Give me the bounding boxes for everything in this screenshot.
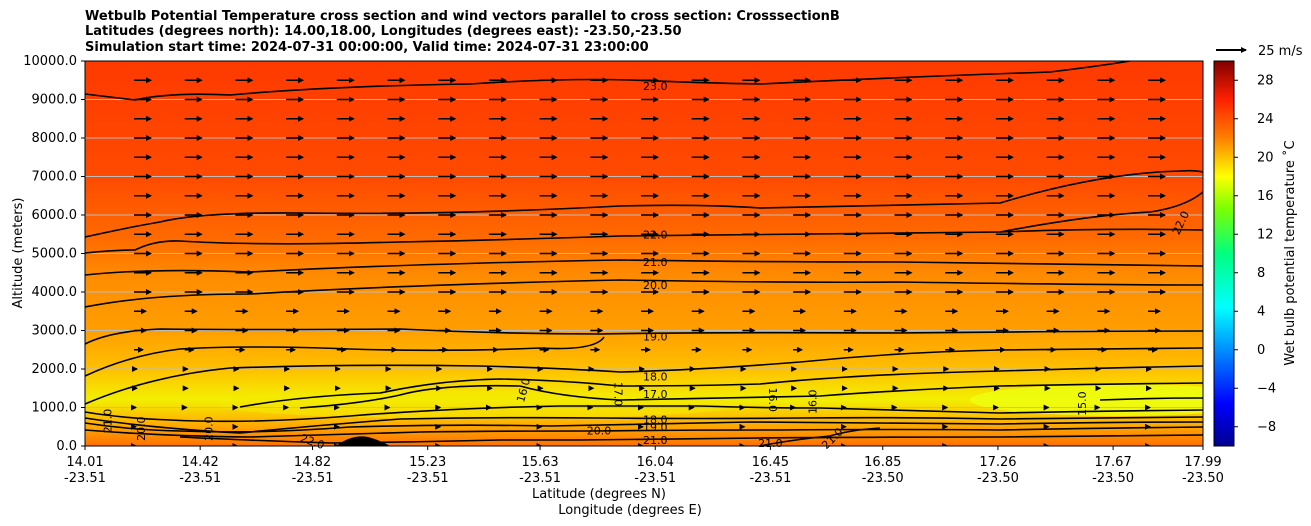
colorbar-tick-label: −4: [1257, 381, 1276, 396]
x-tick-label-longitude: -23.50: [1092, 471, 1134, 486]
y-tick-label: 8000.0: [32, 131, 78, 146]
y-axis-label: Altitude (meters): [11, 198, 26, 309]
wind-vectors: [131, 77, 1166, 446]
contour-line: [85, 61, 1131, 101]
x-tick-label-longitude: -23.50: [862, 471, 904, 486]
x-tick-label-latitude: 16.45: [752, 455, 789, 470]
contour-label: 21.0: [758, 437, 783, 450]
contour-label: 22.0: [643, 228, 668, 241]
contour-line: [85, 336, 605, 377]
contour-label: 21.0: [643, 256, 668, 269]
colorbar-tick-label: 8: [1257, 266, 1265, 281]
colorbar-tick-label: 4: [1257, 304, 1265, 319]
y-tick-label: 3000.0: [32, 324, 78, 339]
x-axis: 14.01-23.5114.42-23.5114.82-23.5115.23-2…: [64, 446, 1224, 486]
contour-label: 16.0: [514, 377, 533, 404]
x-axis-label-longitude: Longitude (degrees E): [558, 503, 702, 518]
x-tick-label-longitude: -23.51: [749, 471, 791, 486]
x-tick-label-latitude: 16.04: [637, 455, 674, 470]
y-tick-label: 2000.0: [32, 362, 78, 377]
colorbar: [1213, 60, 1235, 447]
contour-label: 23.0: [643, 80, 668, 93]
field-yellow-band: [220, 391, 740, 419]
contour-label: 21.0: [643, 434, 668, 447]
y-tick-label: 9000.0: [32, 93, 78, 108]
colorbar-tick-label: 16: [1257, 189, 1274, 204]
x-tick-label-latitude: 15.23: [409, 455, 446, 470]
y-tick-label: 7000.0: [32, 170, 78, 185]
x-tick-label-longitude: -23.50: [1182, 471, 1224, 486]
contour-line: [179, 434, 1203, 444]
contour-label: 21.0: [101, 409, 114, 434]
y-tick-label: 4000.0: [32, 285, 78, 300]
x-tick-label-latitude: 14.01: [66, 455, 103, 470]
contour-label: 16.0: [766, 388, 779, 413]
x-tick-label-longitude: -23.51: [634, 471, 676, 486]
contour-lines: [85, 61, 1203, 446]
x-tick-label-longitude: -23.51: [64, 471, 106, 486]
contour-label: 20.0: [587, 425, 612, 438]
chart-title-line-3: Simulation start time: 2024-07-31 00:00:…: [85, 40, 649, 55]
contour-line: [85, 259, 1203, 276]
colorbar-tick-label: −8: [1257, 420, 1276, 435]
colorbar-label: Wet bulb potential temperature ˚C: [1282, 140, 1298, 365]
y-tick-label: 10000.0: [23, 54, 77, 69]
colorbar-tick-label: 28: [1257, 73, 1274, 88]
contour-label: 18.0: [643, 371, 668, 384]
contour-label: 18.0: [643, 413, 668, 426]
contour-line: [85, 421, 1203, 433]
x-tick-label-longitude: -23.51: [519, 471, 561, 486]
x-tick-label-latitude: 17.67: [1095, 455, 1132, 470]
contour-line: [85, 328, 1203, 345]
contour-label: 19.0: [643, 421, 668, 434]
contour-label: 17.0: [612, 382, 625, 407]
contour-line: [299, 382, 1203, 409]
contour-label: 20.0: [643, 279, 668, 292]
contour-line: [85, 405, 1203, 423]
contour-line: [1099, 397, 1203, 401]
colorbar-tick-label: 0: [1257, 343, 1265, 358]
colorbar-ticks: −8 −4 0 4 8 12 16 20 24 28: [1234, 73, 1276, 435]
x-tick-label-longitude: -23.50: [977, 471, 1019, 486]
contour-line: [759, 427, 881, 446]
x-tick-label-longitude: -23.51: [407, 471, 449, 486]
colorbar-tick-label: 24: [1257, 112, 1274, 127]
contour-label: 17.0: [643, 388, 668, 401]
x-tick-label-longitude: -23.51: [292, 471, 334, 486]
chart-title-line-1: Wetbulb Potential Temperature cross sect…: [85, 9, 840, 24]
contour-line: [85, 426, 1203, 438]
colorbar-tick-label: 20: [1257, 150, 1274, 165]
y-tick-label: 0.0: [56, 439, 77, 454]
x-tick-label-latitude: 14.42: [182, 455, 219, 470]
x-tick-label-latitude: 17.26: [979, 455, 1016, 470]
contour-label: 16.0: [807, 389, 820, 414]
x-tick-label-latitude: 15.63: [521, 455, 558, 470]
colorbar-tick-label: 12: [1257, 227, 1274, 242]
x-tick-label-latitude: 17.99: [1184, 455, 1221, 470]
y-tick-label: 6000.0: [32, 208, 78, 223]
contour-label: 20.0: [203, 416, 216, 441]
x-axis-label-latitude: Latitude (degrees N): [532, 487, 666, 502]
y-tick-label: 1000.0: [32, 401, 78, 416]
terrain: [336, 436, 390, 446]
y-tick-label: 5000.0: [32, 247, 78, 262]
contour-labels: 23.022.021.020.019.018.017.018.019.021.0…: [101, 80, 1192, 452]
x-tick-label-latitude: 16.85: [864, 455, 901, 470]
contour-line: [85, 169, 1203, 238]
contour-line: [239, 365, 1203, 408]
contour-label: 15.0: [1076, 391, 1089, 416]
x-tick-label-longitude: -23.51: [179, 471, 221, 486]
contour-label: 20.0: [135, 416, 148, 441]
contour-line: [85, 279, 1203, 308]
contour-label: 19.0: [643, 330, 668, 343]
x-tick-label-latitude: 14.82: [294, 455, 331, 470]
contour-line: [999, 191, 1203, 233]
quiver-key-label: 25 m/s: [1258, 44, 1303, 59]
chart-title-line-2: Latitudes (degrees north): 14.00,18.00, …: [85, 24, 682, 39]
contour-line: [85, 228, 1203, 254]
y-axis: 0.0 1000.0 2000.0 3000.0 4000.0 5000.0 6000.0 7…: [23, 54, 85, 454]
